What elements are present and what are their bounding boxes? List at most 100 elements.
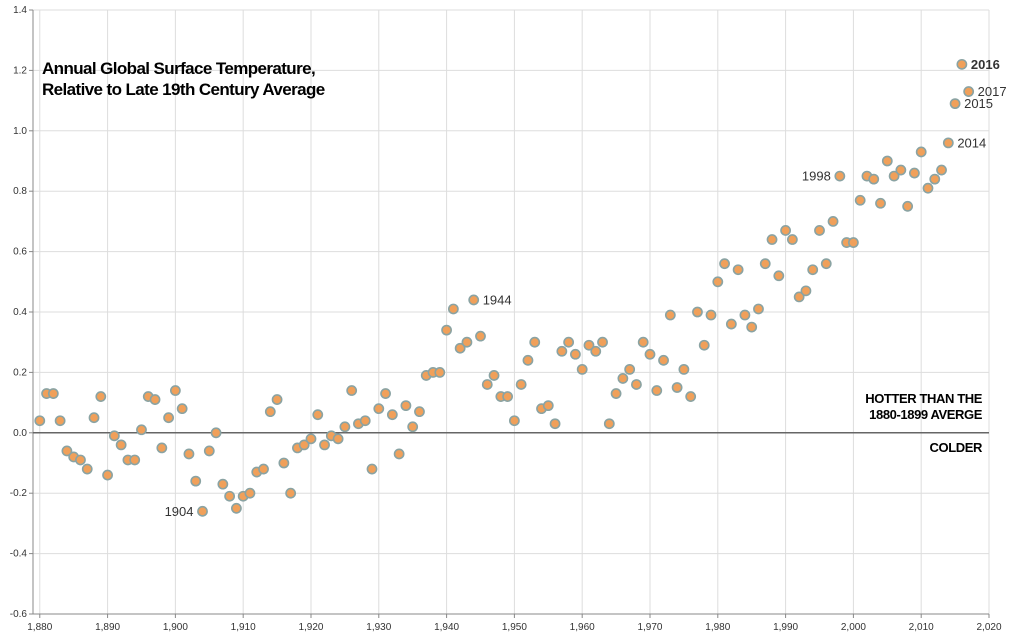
data-point	[95, 391, 107, 402]
data-point	[671, 382, 683, 393]
data-point	[34, 415, 46, 427]
x-tick-label: 1,990	[773, 622, 798, 633]
data-point	[644, 348, 656, 360]
x-tick-label: 1,970	[637, 622, 662, 633]
data-point	[183, 448, 195, 460]
data-point	[570, 348, 581, 360]
data-point	[319, 439, 330, 451]
point-label-1904: 1904	[165, 504, 194, 519]
x-tick-label: 2,010	[909, 622, 934, 633]
x-tick-label: 1,940	[434, 622, 459, 633]
colder-label: COLDER	[929, 440, 983, 455]
data-point	[746, 321, 758, 333]
chart-title-line-2: Relative to Late 19th Century Average	[42, 80, 325, 99]
data-point	[698, 339, 710, 351]
data-point	[631, 379, 642, 390]
data-point	[61, 445, 73, 457]
data-point	[807, 264, 819, 276]
data-point	[685, 391, 697, 402]
data-point	[719, 258, 730, 270]
data-point	[400, 400, 412, 412]
data-point	[461, 336, 473, 348]
data-point	[963, 86, 975, 97]
data-point	[502, 391, 514, 402]
y-tick-label: 0.2	[13, 367, 27, 378]
data-point	[929, 173, 941, 185]
data-point	[258, 463, 269, 475]
data-point	[190, 475, 202, 487]
data-point	[658, 354, 669, 366]
data-point	[163, 412, 175, 424]
data-point	[556, 345, 568, 357]
colder-zone-label: COLDER	[930, 440, 983, 456]
data-point	[136, 424, 147, 436]
data-point	[881, 155, 893, 167]
data-point	[583, 339, 595, 351]
x-tick-label: 1,930	[366, 622, 391, 633]
data-point	[380, 388, 391, 399]
data-point	[468, 294, 480, 306]
data-point	[915, 146, 927, 158]
data-point	[576, 363, 588, 375]
data-point	[386, 409, 398, 421]
data-point	[522, 354, 534, 366]
data-point	[346, 385, 358, 396]
data-point	[949, 98, 961, 110]
hotter-label-line-2: 1880-1899 AVERGE	[869, 407, 982, 422]
data-point	[610, 388, 622, 399]
y-tick-label: 1.2	[13, 65, 27, 76]
data-point	[786, 234, 798, 245]
data-point	[936, 164, 947, 176]
data-point	[895, 164, 907, 176]
data-point	[149, 394, 161, 405]
data-point	[129, 454, 141, 466]
data-point	[210, 427, 222, 439]
y-tick-label: -0.4	[10, 549, 28, 560]
data-point	[814, 225, 825, 236]
data-point	[678, 363, 690, 375]
data-point	[475, 330, 486, 342]
chart-title-line-1: Annual Global Surface Temperature,	[42, 59, 316, 78]
data-point	[441, 324, 452, 336]
data-point	[508, 415, 520, 427]
point-label-2016: 2016	[971, 57, 1000, 72]
data-point	[108, 430, 120, 442]
y-tick-label: -0.6	[10, 609, 28, 620]
data-point	[705, 309, 717, 321]
data-point	[156, 442, 168, 454]
data-point	[217, 478, 229, 490]
data-point	[732, 264, 744, 276]
x-tick-label: 1,960	[570, 622, 595, 633]
tick-labels: 1.4 1.2 1.0 0.8 0.6 0.4 0.2 0.0 -0.2 -0.4 -0.6 1,88…	[10, 5, 1002, 633]
data-point	[793, 291, 805, 303]
data-point	[780, 225, 791, 236]
x-tick-label: 1,900	[163, 622, 188, 633]
x-tick-label: 1,910	[231, 622, 256, 633]
data-point	[617, 373, 629, 384]
data-point	[102, 469, 113, 481]
data-point	[231, 502, 242, 514]
data-point	[597, 336, 608, 348]
data-point	[563, 336, 575, 348]
data-point	[264, 406, 276, 418]
data-point	[481, 379, 493, 390]
point-label-1944: 1944	[483, 292, 512, 307]
y-tick-label: 1.0	[13, 126, 27, 137]
data-point	[169, 385, 181, 396]
x-tick-label: 2,000	[841, 622, 866, 633]
x-tick-label: 2,020	[976, 622, 1001, 633]
data-point	[54, 415, 66, 427]
data-point	[197, 505, 208, 517]
data-point	[753, 303, 764, 315]
data-point	[902, 200, 914, 212]
y-tick-label: 0.0	[13, 428, 27, 439]
data-point	[203, 445, 215, 457]
data-point	[922, 182, 934, 194]
hotter-zone-label: HOTTER THAN THE 1880-1899 AVERGE	[865, 391, 982, 423]
hotter-label-line-1: HOTTER THAN THE	[865, 391, 982, 406]
data-point	[542, 400, 554, 412]
data-point	[834, 170, 846, 182]
data-point	[651, 385, 663, 396]
data-point	[773, 270, 785, 282]
data-point	[847, 237, 859, 248]
